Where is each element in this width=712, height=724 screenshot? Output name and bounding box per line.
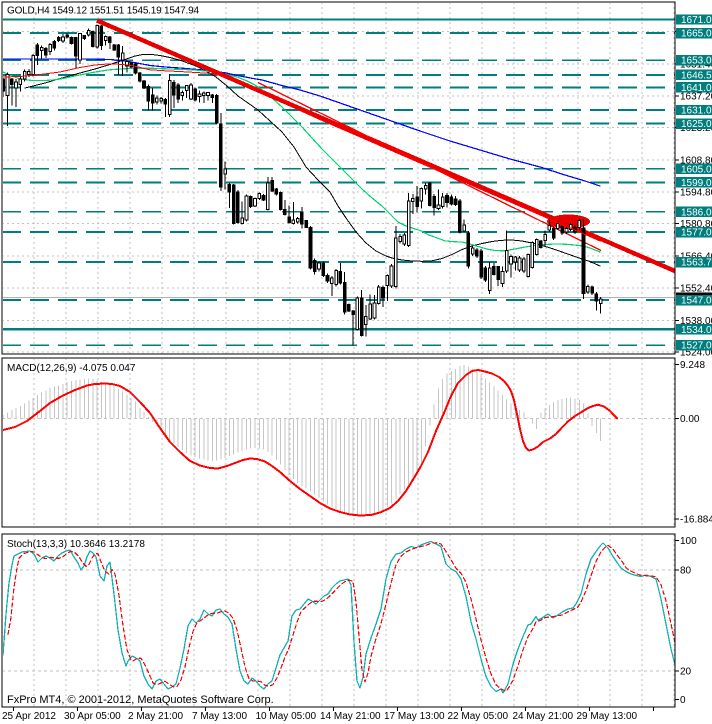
svg-text:22 May 05:00: 22 May 05:00 xyxy=(448,711,509,722)
svg-text:1671.00: 1671.00 xyxy=(681,15,712,26)
svg-text:7 May 13:00: 7 May 13:00 xyxy=(192,711,247,722)
svg-text:1631.00: 1631.00 xyxy=(681,106,712,117)
svg-text:24 May 21:00: 24 May 21:00 xyxy=(513,711,574,722)
svg-text:-16.884: -16.884 xyxy=(680,515,712,526)
svg-text:1625.00: 1625.00 xyxy=(681,119,712,130)
svg-text:1646.50: 1646.50 xyxy=(681,70,712,81)
svg-text:100: 100 xyxy=(680,536,697,547)
svg-text:10 May 05:00: 10 May 05:00 xyxy=(256,711,317,722)
svg-text:FxPro MT4, © 2001-2012, MetaQu: FxPro MT4, © 2001-2012, MetaQuotes Softw… xyxy=(7,694,274,706)
svg-text:1527.00: 1527.00 xyxy=(681,341,712,352)
svg-text:1534.00: 1534.00 xyxy=(681,325,712,336)
svg-text:1594.80: 1594.80 xyxy=(680,187,712,198)
svg-text:1552.40: 1552.40 xyxy=(680,283,712,294)
svg-text:30 Apr 05:00: 30 Apr 05:00 xyxy=(64,711,121,722)
svg-text:1608.80: 1608.80 xyxy=(680,156,712,167)
svg-text:0: 0 xyxy=(680,695,686,706)
svg-text:14 May 21:00: 14 May 21:00 xyxy=(320,711,381,722)
svg-text:1599.00: 1599.00 xyxy=(681,178,712,189)
svg-text:20: 20 xyxy=(680,667,692,678)
svg-text:1641.00: 1641.00 xyxy=(681,83,712,94)
svg-text:1586.00: 1586.00 xyxy=(681,207,712,218)
svg-text:Stoch(13,3,3) 10.3646 13.2178: Stoch(13,3,3) 10.3646 13.2178 xyxy=(7,539,145,550)
svg-text:80: 80 xyxy=(680,566,692,577)
svg-text:1665.00: 1665.00 xyxy=(681,29,712,40)
svg-text:1637.20: 1637.20 xyxy=(680,92,712,103)
svg-text:29 May 13:00: 29 May 13:00 xyxy=(577,711,638,722)
svg-text:17 May 13:00: 17 May 13:00 xyxy=(384,711,445,722)
svg-text:0.00: 0.00 xyxy=(680,414,700,425)
svg-text:1605.00: 1605.00 xyxy=(681,164,712,175)
svg-text:25 Apr 2012: 25 Apr 2012 xyxy=(2,711,56,722)
svg-text:GOLD,H4 1549.12 1551.51 1545.: GOLD,H4 1549.12 1551.51 1545.19 1547.94 xyxy=(7,6,199,17)
svg-text:1577.00: 1577.00 xyxy=(681,228,712,239)
svg-text:1524.00: 1524.00 xyxy=(680,348,712,359)
svg-text:2 May 21:00: 2 May 21:00 xyxy=(128,711,183,722)
svg-text:1653.00: 1653.00 xyxy=(681,56,712,67)
svg-text:1580.80: 1580.80 xyxy=(680,219,712,230)
svg-text:1547.00: 1547.00 xyxy=(681,296,712,307)
svg-text:9.248: 9.248 xyxy=(680,360,705,371)
svg-text:1538.00: 1538.00 xyxy=(680,316,712,327)
svg-text:1563.75: 1563.75 xyxy=(681,258,712,269)
svg-text:MACD(12,26,9) -4.075 0.047: MACD(12,26,9) -4.075 0.047 xyxy=(7,363,136,374)
